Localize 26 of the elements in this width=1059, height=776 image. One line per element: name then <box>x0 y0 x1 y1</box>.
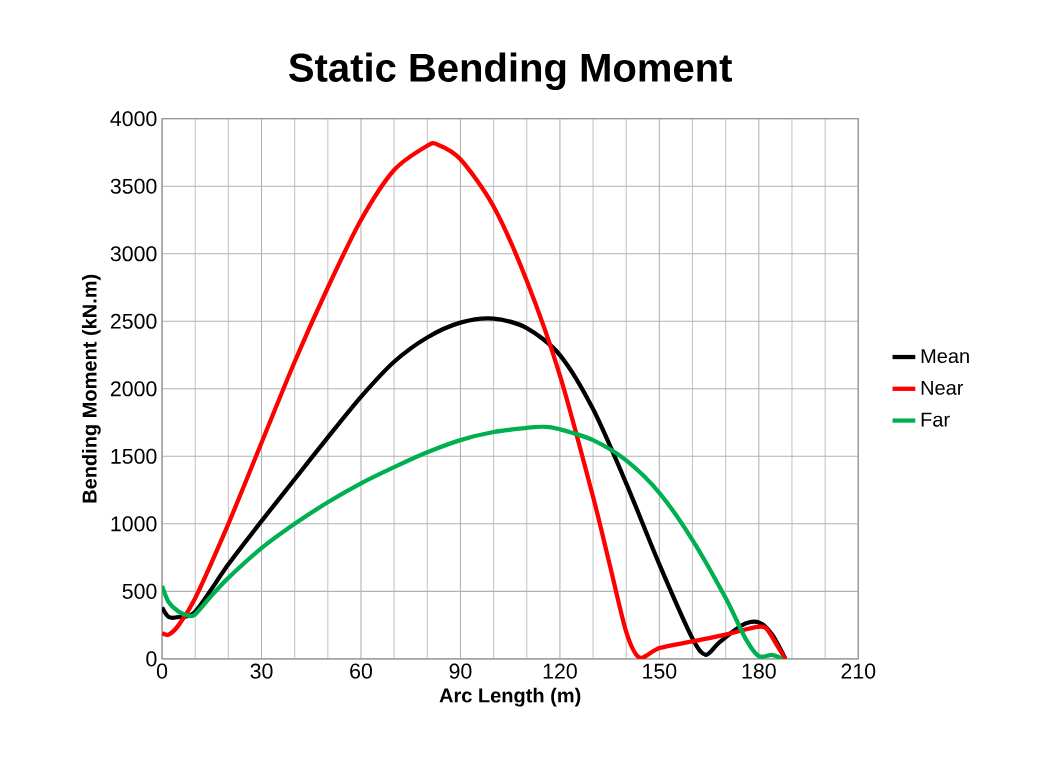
y-tick-label: 3000 <box>110 246 157 262</box>
legend-label: Near <box>921 380 964 395</box>
y-tick-label: 4000 <box>110 111 157 127</box>
x-tick-label: 60 <box>350 663 372 679</box>
x-tick-label: 120 <box>543 663 577 679</box>
line-series <box>162 316 788 659</box>
y-tick-label: 1000 <box>111 516 157 532</box>
x-tick-label: 90 <box>449 663 472 679</box>
legend-label: Far <box>921 412 950 427</box>
y-tick-label: 2000 <box>110 381 157 397</box>
line-series <box>162 142 788 659</box>
chart-title: Static Bending Moment <box>289 52 732 90</box>
y-tick-label: 3500 <box>110 178 157 194</box>
y-tick-label: 500 <box>122 583 157 599</box>
y-tick-label: 0 <box>146 651 157 667</box>
x-tick-label: 180 <box>742 663 776 679</box>
y-axis-title: Bending Moment (kN.m) <box>81 274 101 503</box>
y-tick-label: 2500 <box>110 313 157 329</box>
y-tick-label: 1500 <box>111 448 157 464</box>
x-axis-title: Arc Length (m) <box>439 687 581 707</box>
x-tick-label: 0 <box>156 663 168 679</box>
line-series <box>162 424 785 659</box>
x-tick-label: 210 <box>841 663 876 679</box>
legend-label: Mean <box>921 349 969 363</box>
x-tick-label: 30 <box>250 663 273 679</box>
x-tick-label: 150 <box>643 663 677 679</box>
